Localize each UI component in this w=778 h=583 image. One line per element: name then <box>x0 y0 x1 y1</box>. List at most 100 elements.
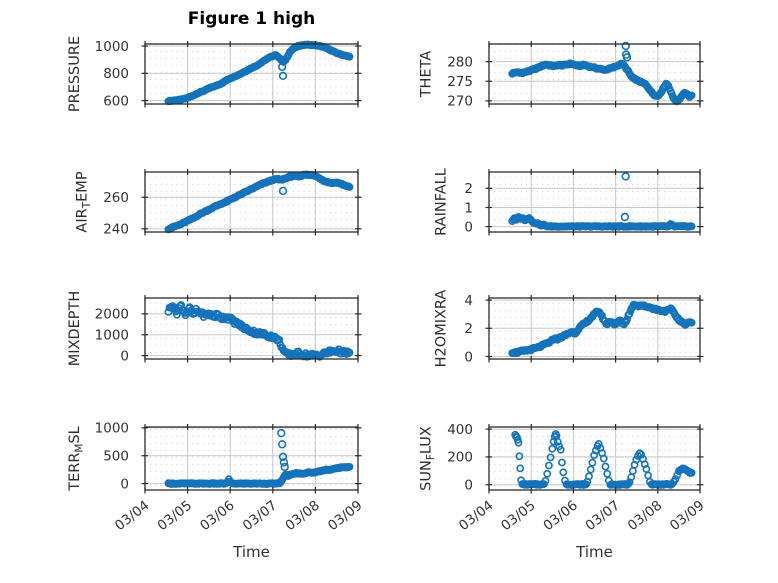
tick-marks-pressure <box>141 41 362 108</box>
y-tick-label: 240 <box>103 222 129 238</box>
data-marker <box>345 348 354 357</box>
y-axis-label-air-temp: AIRTEMP <box>75 171 94 232</box>
tick-marks-rainfall <box>485 169 704 236</box>
y-axis-label-rainfall: RAINFALL <box>434 168 450 236</box>
tick-marks-mixdepth <box>141 295 362 363</box>
minor-grid-terr-msl <box>145 427 358 490</box>
y-tick-label: 400 <box>447 422 473 438</box>
y-tick-label: 0 <box>120 348 129 364</box>
axes-frame-mixdepth <box>144 297 359 360</box>
x-tick-labels-sun-flux: 03/04 03/05 03/06 03/07 03/08 03/09 <box>456 498 708 535</box>
x-tick-label: 03/04 <box>112 498 153 535</box>
data-points-pressure <box>164 40 354 106</box>
x-tick-labels-terr-msl: 03/04 03/05 03/06 03/07 03/08 03/09 <box>112 498 366 535</box>
x-axis-label-right-column: Time <box>576 543 613 561</box>
outlier-marker <box>621 172 630 181</box>
data-marker <box>345 183 354 191</box>
y-tick-label: 275 <box>447 74 473 90</box>
axes-frame-air-temp <box>144 171 359 233</box>
subplot-air-temp: 240 260 AIRTEMP <box>75 169 362 238</box>
axes-frame-sun-flux <box>488 426 701 491</box>
data-marker <box>541 476 550 485</box>
outlier-marker <box>622 53 632 62</box>
tick-marks-sun-flux <box>485 424 704 494</box>
data-marker <box>558 458 566 467</box>
x-tick-label: 03/06 <box>197 498 238 535</box>
subplot-pressure: 600 800 1000 PRESSURE <box>67 36 362 112</box>
axes-frame-rainfall <box>488 171 701 233</box>
data-marker <box>548 444 557 453</box>
data-marker <box>344 349 353 358</box>
y-tick-label: 500 <box>103 449 129 465</box>
y-tick-label: 280 <box>447 54 473 70</box>
data-points-rainfall <box>508 172 696 231</box>
y-tick-label: 600 <box>103 93 129 109</box>
data-marker <box>635 449 644 458</box>
x-axis-label-left-column: Time <box>233 543 270 561</box>
tick-marks-terr-msl <box>141 424 362 494</box>
y-tick-label: 4 <box>464 293 473 309</box>
x-tick-label: 03/07 <box>583 498 624 535</box>
subplot-theta: 270 275 280 THETA <box>419 41 704 110</box>
data-marker <box>545 461 553 470</box>
subplot-rainfall: 0 1 2 RAINFALL <box>434 168 704 236</box>
data-marker <box>663 80 672 89</box>
data-marker <box>275 335 284 344</box>
data-marker <box>546 453 555 462</box>
data-marker <box>556 445 565 454</box>
data-marker <box>590 451 598 460</box>
data-marker <box>345 462 354 471</box>
y-tick-label: 2000 <box>95 307 129 323</box>
x-tick-label: 03/05 <box>155 498 196 535</box>
y-tick-label: 1000 <box>95 421 129 437</box>
y-axis-label-mixdepth: MIXDEPTH <box>67 291 83 367</box>
y-tick-label: 200 <box>447 450 473 466</box>
data-marker <box>549 437 558 446</box>
outlier-marker <box>277 428 286 438</box>
data-points-mixdepth <box>164 301 354 361</box>
outlier-marker <box>279 458 289 467</box>
axes-frame-pressure <box>144 43 359 105</box>
y-axis-label-terr-msl: TERRMSL <box>67 426 86 492</box>
data-marker <box>345 52 354 61</box>
figure-title: Figure 1 high <box>187 9 316 29</box>
outlier-marker <box>278 62 287 72</box>
data-points-h2omixra <box>508 300 696 358</box>
y-tick-labels-h2omixra: 0 2 4 <box>464 293 473 365</box>
x-tick-label: 03/04 <box>456 498 497 535</box>
data-points-air-temp <box>164 170 354 234</box>
data-marker <box>514 438 523 447</box>
data-marker <box>601 462 610 471</box>
data-marker <box>671 475 680 483</box>
data-points-theta <box>508 41 696 106</box>
y-tick-label: 2 <box>464 181 473 197</box>
x-tick-label: 03/08 <box>625 498 666 535</box>
tick-marks-h2omixra <box>485 295 704 363</box>
y-tick-labels-pressure: 600 800 1000 <box>95 39 129 110</box>
y-tick-label: 0 <box>464 349 473 365</box>
data-marker <box>516 464 525 473</box>
x-tick-label: 03/09 <box>325 498 366 535</box>
x-tick-label: 03/06 <box>540 498 581 535</box>
outlier-marker <box>278 186 288 196</box>
data-marker <box>586 465 595 474</box>
y-tick-labels-sun-flux: 0 200 400 <box>447 422 473 494</box>
minor-grid-pressure <box>145 44 358 104</box>
data-marker <box>687 91 696 100</box>
outlier-marker <box>278 452 288 461</box>
x-tick-label: 03/05 <box>498 498 539 535</box>
tick-marks-theta <box>485 41 704 108</box>
data-marker <box>515 452 524 461</box>
y-tick-label: 260 <box>103 190 129 206</box>
y-tick-labels-air-temp: 240 260 <box>103 190 129 238</box>
outlier-marker <box>620 212 630 222</box>
data-marker <box>588 458 597 467</box>
data-marker <box>559 468 568 477</box>
axes-frame-terr-msl <box>144 426 359 491</box>
data-marker <box>599 454 608 463</box>
y-tick-label: 0 <box>464 478 473 494</box>
data-marker <box>594 439 603 448</box>
y-tick-label: 2 <box>464 321 473 337</box>
